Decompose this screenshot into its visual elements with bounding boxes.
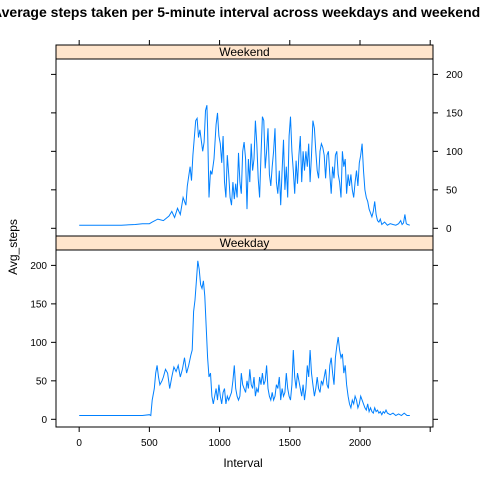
y-tick-label: 150: [30, 299, 47, 310]
strip-label-weekend: Weekend: [219, 45, 269, 59]
y-tick-label: 100: [30, 338, 47, 349]
y-tick-label: 200: [30, 261, 47, 272]
x-tick-label: 500: [141, 438, 158, 449]
y-tick-label: 0: [446, 224, 452, 235]
strip-label-weekday: Weekday: [220, 236, 270, 250]
series-line-weekend: [79, 105, 410, 226]
x-axis-label: Interval: [223, 456, 262, 470]
y-tick-label: 100: [446, 147, 463, 158]
y-tick-label: 150: [446, 108, 463, 119]
y-tick-label: 50: [446, 185, 458, 196]
x-tick-label: 1500: [279, 438, 302, 449]
y-axis-label: Avg_steps: [6, 219, 20, 275]
series-line-weekday: [79, 260, 410, 417]
x-tick-label: 2000: [349, 438, 372, 449]
x-tick-label: 1000: [208, 438, 231, 449]
y-tick-label: 50: [36, 376, 48, 387]
y-tick-label: 200: [446, 70, 463, 81]
chart-title: Average steps taken per 5-minute interva…: [0, 4, 480, 20]
x-tick-label: 0: [76, 438, 82, 449]
panel-weekday: [55, 249, 434, 428]
y-tick-label: 0: [41, 415, 47, 426]
